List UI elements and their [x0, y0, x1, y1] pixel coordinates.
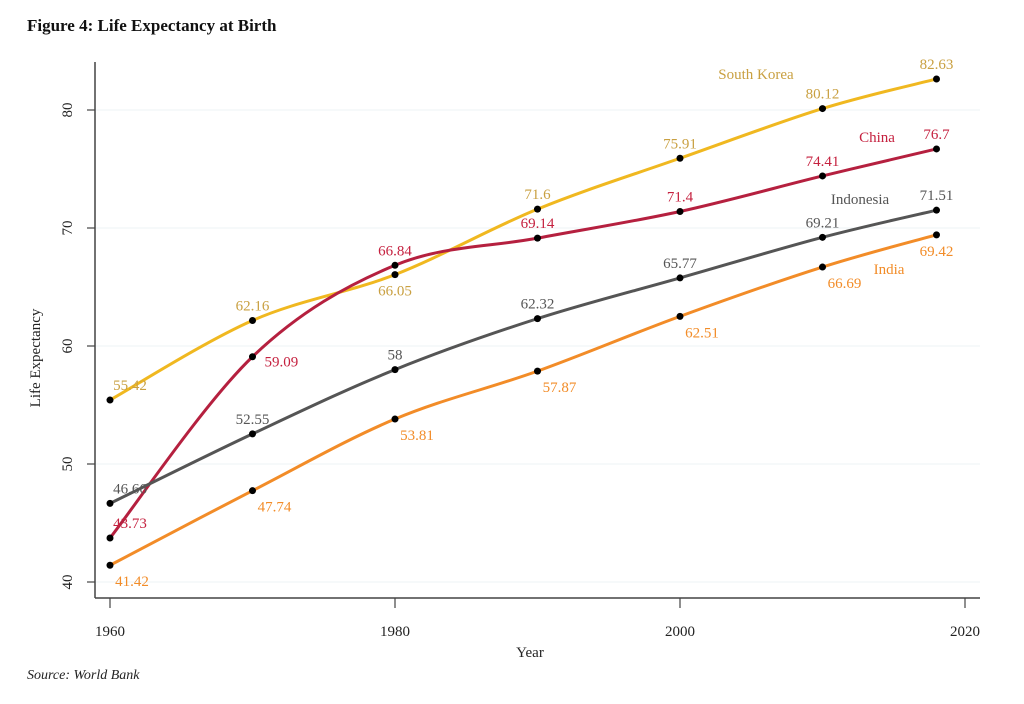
x-tick-label: 2000 — [665, 624, 695, 640]
y-tick-label: 80 — [60, 103, 76, 118]
data-point-indonesia — [534, 315, 541, 323]
data-label-indonesia: 62.32 — [521, 297, 555, 313]
data-point-south-korea — [676, 154, 684, 162]
data-point-south-korea — [106, 396, 114, 404]
data-label-india: 57.87 — [543, 380, 577, 396]
series-label-south-korea: South Korea — [718, 67, 794, 83]
data-label-india: 41.42 — [115, 574, 149, 590]
y-axis-title: Life Expectancy — [28, 308, 44, 407]
data-point-south-korea — [391, 271, 399, 279]
data-point-indonesia — [249, 430, 256, 438]
data-label-indonesia: 69.21 — [806, 215, 840, 231]
data-label-south-korea: 75.91 — [663, 136, 697, 152]
data-point-china — [391, 261, 399, 269]
series-line-china — [108, 147, 938, 540]
series-line-indonesia — [108, 208, 938, 505]
data-label-india: 69.42 — [920, 244, 954, 260]
data-label-south-korea: 55.42 — [113, 378, 147, 394]
data-point-indonesia — [391, 366, 399, 374]
data-label-china: 66.84 — [378, 243, 412, 259]
data-point-india — [819, 263, 826, 271]
data-point-south-korea — [249, 317, 256, 325]
data-label-indonesia: 71.51 — [920, 188, 954, 204]
data-label-indonesia: 65.77 — [663, 256, 697, 272]
data-label-china: 76.7 — [923, 127, 950, 143]
data-label-indonesia: 46.66 — [113, 481, 147, 497]
data-point-india — [933, 231, 940, 239]
x-tick-label: 2020 — [950, 624, 980, 640]
x-axis-title: Year — [516, 645, 544, 661]
series-line-india — [108, 233, 938, 567]
data-point-south-korea — [819, 105, 826, 113]
data-label-indonesia: 52.55 — [236, 412, 270, 428]
source-note: Source: World Bank — [27, 668, 140, 683]
series-label-indonesia: Indonesia — [831, 192, 890, 208]
data-label-south-korea: 66.05 — [378, 284, 412, 300]
data-point-china — [534, 234, 541, 242]
data-point-indonesia — [933, 206, 940, 214]
data-point-china — [106, 534, 114, 542]
data-point-china — [933, 145, 940, 153]
data-label-south-korea: 80.12 — [806, 87, 840, 103]
data-point-india — [106, 561, 114, 569]
data-label-india: 62.51 — [685, 325, 719, 341]
y-tick-label: 60 — [60, 339, 76, 354]
data-point-indonesia — [819, 233, 826, 241]
data-label-india: 53.81 — [400, 428, 434, 444]
data-point-china — [249, 353, 256, 361]
data-label-india: 66.69 — [828, 276, 862, 292]
data-point-india — [534, 367, 541, 375]
x-tick-label: 1960 — [95, 624, 125, 640]
data-label-south-korea: 62.16 — [236, 299, 270, 315]
data-label-south-korea: 82.63 — [920, 57, 954, 73]
data-point-south-korea — [933, 75, 940, 83]
data-point-china — [819, 172, 826, 180]
y-tick-label: 40 — [60, 575, 76, 590]
data-label-china: 59.09 — [265, 355, 299, 371]
data-label-china: 69.14 — [521, 216, 555, 232]
data-point-china — [676, 207, 684, 215]
y-tick-label: 50 — [60, 457, 76, 472]
data-point-india — [391, 415, 399, 423]
data-label-china: 71.4 — [667, 189, 694, 205]
data-point-india — [249, 487, 256, 495]
data-point-india — [676, 312, 684, 320]
y-tick-label: 70 — [60, 221, 76, 236]
figure-title: Figure 4: Life Expectancy at Birth — [27, 16, 277, 35]
data-label-china: 43.73 — [113, 516, 147, 532]
data-label-south-korea: 71.6 — [524, 187, 551, 203]
data-point-indonesia — [676, 274, 684, 282]
data-label-india: 47.74 — [258, 500, 292, 516]
data-label-china: 74.41 — [806, 154, 840, 170]
data-label-indonesia: 58 — [388, 348, 403, 364]
x-tick-label: 1980 — [380, 624, 410, 640]
data-point-south-korea — [534, 205, 541, 213]
series-label-india: India — [874, 262, 905, 278]
data-point-indonesia — [106, 499, 114, 507]
series-label-china: China — [859, 130, 895, 146]
